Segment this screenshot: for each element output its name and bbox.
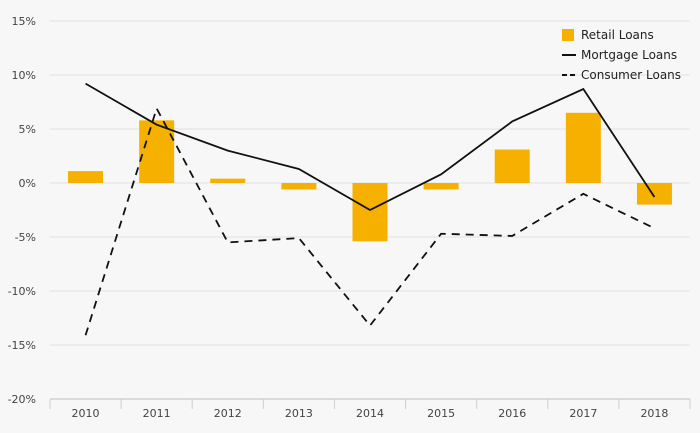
mortgage-loans-line — [85, 82, 656, 212]
x-tick-label: 2012 — [214, 407, 242, 420]
retail-loans-bar — [281, 183, 317, 190]
x-tick-label: 2017 — [569, 407, 597, 420]
legend-label: Consumer Loans — [581, 68, 681, 82]
retail-loans-bars — [68, 112, 672, 242]
retail-loans-bar — [352, 183, 388, 242]
x-tick-label: 2016 — [498, 407, 526, 420]
y-tick-label: -10% — [8, 285, 36, 298]
y-tick-label: -20% — [8, 393, 36, 406]
y-tick-label: 0% — [19, 177, 36, 190]
y-tick-label: -5% — [15, 231, 36, 244]
legend-label: Retail Loans — [581, 28, 654, 42]
retail-loans-bar — [68, 171, 104, 183]
retail-loans-bar — [565, 112, 601, 183]
retail-loans-bar — [210, 178, 246, 183]
y-tick-label: 10% — [12, 69, 36, 82]
legend-swatch-bar — [562, 29, 574, 41]
x-tick-label: 2014 — [356, 407, 384, 420]
x-tick-label: 2011 — [143, 407, 171, 420]
retail-loans-bar — [636, 183, 672, 205]
x-axis: 2010 2011 2012 2013 2014 2015 2016 2017 2018 — [49, 398, 691, 420]
retail-loans-bar — [494, 149, 530, 183]
legend: Retail Loans Mortgage Loans Consumer Loans — [562, 28, 681, 82]
x-tick-label: 2015 — [427, 407, 455, 420]
legend-label: Mortgage Loans — [581, 48, 677, 62]
y-axis-ticks: 15% 10% 5% 0% -5% -10% -15% -20% — [8, 15, 36, 406]
x-tick-label: 2018 — [640, 407, 668, 420]
y-tick-label: -15% — [8, 339, 36, 352]
retail-loans-bar — [139, 120, 175, 183]
x-tick-label: 2010 — [72, 407, 100, 420]
retail-loans-bar — [423, 183, 459, 190]
y-tick-label: 5% — [19, 123, 36, 136]
line-series — [84, 82, 656, 336]
x-tick-label: 2013 — [285, 407, 313, 420]
consumer-loans-line — [84, 106, 655, 336]
y-tick-label: 15% — [12, 15, 36, 28]
